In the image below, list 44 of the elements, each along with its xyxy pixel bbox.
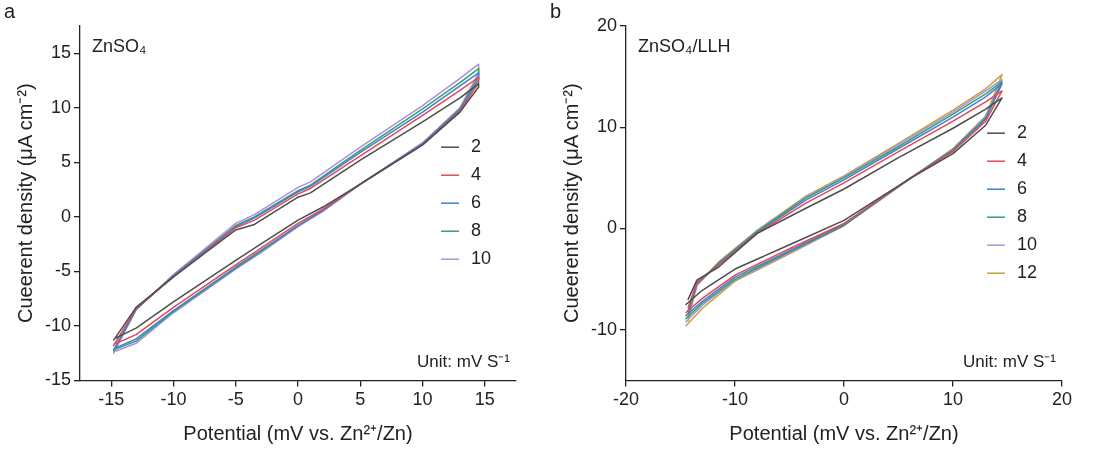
- y-tick-label: -5: [55, 260, 72, 281]
- x-tick-label: 20: [1051, 389, 1073, 410]
- y-tick-label: 15: [50, 42, 72, 63]
- x-tick-label: -5: [227, 389, 244, 410]
- legend-label: 10: [471, 248, 492, 269]
- x-axis-title: Potential (mV vs. Zn²⁺/Zn): [183, 421, 413, 444]
- legend-label: 10: [1017, 234, 1038, 255]
- legend-label: 2: [1017, 122, 1028, 143]
- x-tick-label: -10: [160, 389, 187, 410]
- y-tick-label: 10: [50, 96, 72, 117]
- annotation: ZnSO₄/LLH: [638, 35, 731, 56]
- y-axis-title: Cueerent density (μA cm⁻²): [13, 83, 36, 324]
- x-tick-label: 0: [839, 389, 850, 410]
- annotation: Unit: mV S⁻¹: [417, 351, 511, 371]
- x-tick-label: -10: [722, 389, 749, 410]
- x-tick-label: 15: [474, 389, 495, 410]
- legend-label: 6: [1017, 178, 1028, 199]
- y-tick-label: 20: [596, 14, 618, 35]
- legend-label: 4: [471, 164, 482, 185]
- y-tick-label: 0: [607, 217, 618, 238]
- y-tick-label: -10: [45, 314, 72, 335]
- x-tick-label: -20: [613, 389, 640, 410]
- legend-label: 4: [1017, 150, 1028, 171]
- x-tick-label: 10: [412, 389, 433, 410]
- legend-label: 12: [1017, 262, 1038, 283]
- text: b: [550, 0, 562, 22]
- legend-label: 6: [471, 192, 482, 213]
- legend-label: 2: [471, 136, 482, 157]
- annotation: ZnSO₄: [92, 35, 147, 56]
- y-axis-title: Cueerent density (μA cm⁻²): [559, 83, 582, 324]
- legend-label: 8: [1017, 206, 1028, 227]
- y-tick-label: -15: [45, 369, 72, 390]
- legend-label: 8: [471, 220, 482, 241]
- x-tick-label: 0: [293, 389, 304, 410]
- x-axis-title: Potential (mV vs. Zn²⁺/Zn): [729, 421, 959, 444]
- x-tick-label: 5: [355, 389, 366, 410]
- text: a: [4, 0, 16, 22]
- y-tick-label: 10: [596, 116, 618, 137]
- y-tick-label: 5: [61, 151, 72, 172]
- x-tick-label: -15: [98, 389, 125, 410]
- y-tick-label: -10: [591, 318, 618, 339]
- y-tick-label: 0: [61, 205, 72, 226]
- annotation: Unit: mV S⁻¹: [963, 351, 1057, 371]
- x-tick-label: 10: [942, 389, 964, 410]
